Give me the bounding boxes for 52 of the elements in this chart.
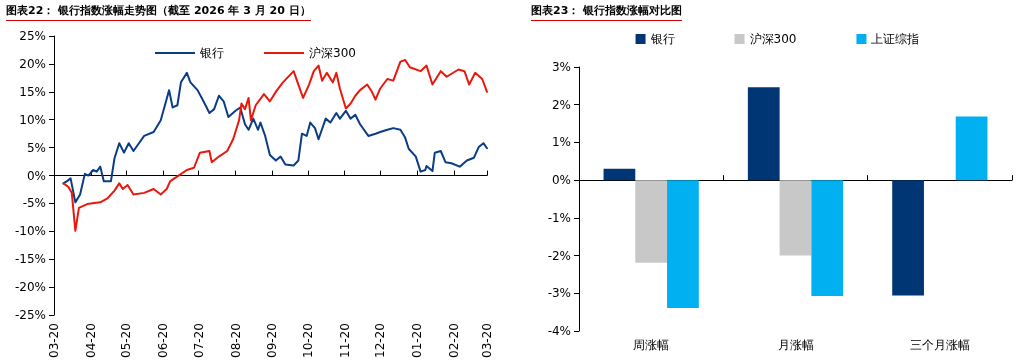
- legend-label: 沪深300: [309, 46, 356, 60]
- y-tick-label: 15%: [19, 84, 46, 99]
- bar: [603, 168, 636, 181]
- y-tick-label: 25%: [19, 29, 46, 43]
- line-series: [62, 59, 488, 232]
- x-tick-label: 02-20: [446, 323, 461, 359]
- y-tick-label: -4%: [547, 324, 571, 338]
- y-tick-label: 1%: [551, 135, 571, 150]
- legend-label: 银行: [199, 46, 224, 60]
- y-tick-label: -20%: [14, 280, 46, 295]
- x-tick-label: 03-20: [480, 323, 494, 359]
- y-tick-label: -25%: [14, 308, 46, 323]
- y-tick-label: 0%: [551, 173, 571, 188]
- x-tick-label: 周涨幅: [633, 338, 670, 352]
- x-tick-label: 月涨幅: [777, 338, 814, 352]
- legend-label: 上证综指: [871, 32, 920, 46]
- x-tick-label: 12-20: [373, 323, 388, 359]
- x-tick-label: 三个月涨幅: [909, 338, 970, 352]
- bar: [747, 87, 780, 181]
- chart-title: 图表23： 银行指数涨幅对比图: [531, 3, 683, 21]
- y-tick-label: 0%: [26, 168, 46, 183]
- y-tick-label: -1%: [547, 210, 571, 225]
- y-tick-label: -5%: [22, 196, 46, 211]
- x-tick-label: 04-20: [83, 323, 98, 359]
- bar: [892, 180, 924, 296]
- x-tick-label: 01-20: [410, 323, 425, 359]
- x-tick-label: 08-20: [228, 323, 243, 359]
- x-tick-label: 07-20: [191, 323, 206, 359]
- bar: [667, 180, 699, 308]
- chart-title: 图表22： 银行指数涨幅走势图（截至 2026 年 3 月 20 日）: [6, 3, 311, 21]
- x-tick-label: 09-20: [265, 323, 280, 359]
- y-tick-label: 10%: [19, 112, 46, 127]
- bar: [635, 180, 668, 263]
- y-tick-label: -15%: [14, 252, 46, 267]
- x-tick-label: 06-20: [156, 323, 171, 359]
- bar: [955, 116, 988, 181]
- x-tick-label: 11-20: [337, 323, 352, 359]
- y-tick-label: 2%: [551, 97, 571, 112]
- bar: [779, 180, 812, 256]
- y-tick-label: 20%: [19, 56, 46, 71]
- y-tick-label: 5%: [26, 140, 46, 155]
- x-tick-label: 10-20: [300, 323, 315, 359]
- legend-label: 沪深300: [749, 32, 797, 46]
- legend-label: 银行: [649, 32, 675, 46]
- line-series: [62, 71, 488, 204]
- y-tick-label: 3%: [551, 60, 571, 74]
- x-tick-label: 03-20: [47, 323, 61, 359]
- x-tick-label: 05-20: [119, 323, 134, 359]
- y-tick-label: -3%: [547, 286, 571, 301]
- bar: [811, 180, 844, 296]
- y-tick-label: -2%: [547, 248, 571, 263]
- y-tick-label: -10%: [14, 224, 46, 239]
